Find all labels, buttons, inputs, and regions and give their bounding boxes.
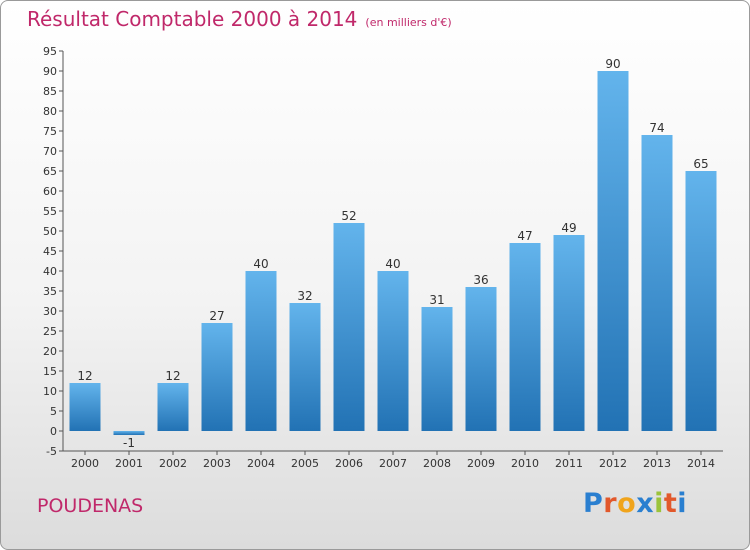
data-label: 49 xyxy=(561,221,576,235)
x-tick-label: 2006 xyxy=(335,457,363,470)
bar-2000 xyxy=(69,383,101,431)
x-tick-label: 2000 xyxy=(71,457,99,470)
bar-2009 xyxy=(465,287,497,431)
x-tick-label: 2011 xyxy=(555,457,583,470)
bar-2008 xyxy=(421,307,453,431)
logo-letter: i xyxy=(677,488,688,519)
y-tick-label: 45 xyxy=(43,245,57,258)
y-tick-label: 60 xyxy=(43,185,57,198)
y-tick-label: 25 xyxy=(43,325,57,338)
logo-letter: P xyxy=(583,488,604,519)
y-tick-label: 65 xyxy=(43,165,57,178)
bar-2001 xyxy=(113,431,145,435)
y-tick-label: 40 xyxy=(43,265,57,278)
data-label: 40 xyxy=(385,257,400,271)
bar-2013 xyxy=(641,135,673,431)
logo-letter: o xyxy=(617,488,637,519)
commune-name: POUDENAS xyxy=(37,495,144,517)
data-label: -1 xyxy=(123,436,135,450)
bar-2012 xyxy=(597,71,629,431)
data-label: 47 xyxy=(517,229,532,243)
bar-2011 xyxy=(553,235,585,431)
logo-letter: i xyxy=(654,488,664,519)
data-label: 65 xyxy=(693,157,708,171)
bar-2014 xyxy=(685,171,717,431)
chart-subtitle: (en milliers d'€) xyxy=(365,16,452,29)
data-label: 32 xyxy=(297,289,312,303)
logo-letter: x xyxy=(636,488,655,519)
y-tick-label: 15 xyxy=(43,365,57,378)
x-tick-label: 2004 xyxy=(247,457,275,470)
y-tick-label: 20 xyxy=(43,345,57,358)
y-tick-label: 35 xyxy=(43,285,57,298)
logo-letter: r xyxy=(603,488,618,519)
data-label: 12 xyxy=(165,369,180,383)
x-tick-label: 2001 xyxy=(115,457,143,470)
bar-2004 xyxy=(245,271,277,431)
x-tick-label: 2002 xyxy=(159,457,187,470)
y-tick-label: 50 xyxy=(43,225,57,238)
y-tick-label: 75 xyxy=(43,125,57,138)
x-tick-label: 2005 xyxy=(291,457,319,470)
bar-2006 xyxy=(333,223,365,431)
x-tick-label: 2014 xyxy=(687,457,715,470)
y-tick-label: 70 xyxy=(43,145,57,158)
chart-title-text: Résultat Comptable 2000 à 2014 xyxy=(27,7,358,31)
y-tick-label: 85 xyxy=(43,85,57,98)
y-tick-label: 55 xyxy=(43,205,57,218)
bar-2005 xyxy=(289,303,321,431)
x-tick-label: 2003 xyxy=(203,457,231,470)
logo-letter: t xyxy=(663,488,678,519)
x-tick-label: 2007 xyxy=(379,457,407,470)
y-tick-label: 5 xyxy=(50,405,57,418)
y-tick-label: -5 xyxy=(46,445,57,458)
data-label: 12 xyxy=(77,369,92,383)
x-tick-label: 2008 xyxy=(423,457,451,470)
data-label: 52 xyxy=(341,209,356,223)
x-tick-label: 2012 xyxy=(599,457,627,470)
data-label: 74 xyxy=(649,121,664,135)
bar-2010 xyxy=(509,243,541,431)
x-tick-label: 2013 xyxy=(643,457,671,470)
y-tick-label: 90 xyxy=(43,65,57,78)
bar-2002 xyxy=(157,383,189,431)
y-tick-label: 80 xyxy=(43,105,57,118)
y-tick-label: 0 xyxy=(50,425,57,438)
bar-2003 xyxy=(201,323,233,431)
data-label: 31 xyxy=(429,293,444,307)
y-tick-label: 95 xyxy=(43,45,57,58)
x-tick-label: 2009 xyxy=(467,457,495,470)
x-tick-label: 2010 xyxy=(511,457,539,470)
data-label: 36 xyxy=(473,273,488,287)
data-label: 27 xyxy=(209,309,224,323)
y-tick-label: 10 xyxy=(43,385,57,398)
bar-2007 xyxy=(377,271,409,431)
proxiti-logo: Proxiti xyxy=(583,488,687,519)
y-tick-label: 30 xyxy=(43,305,57,318)
data-label: 90 xyxy=(605,57,620,71)
data-label: 40 xyxy=(253,257,268,271)
chart-title: Résultat Comptable 2000 à 2014 (en millie… xyxy=(27,7,452,31)
